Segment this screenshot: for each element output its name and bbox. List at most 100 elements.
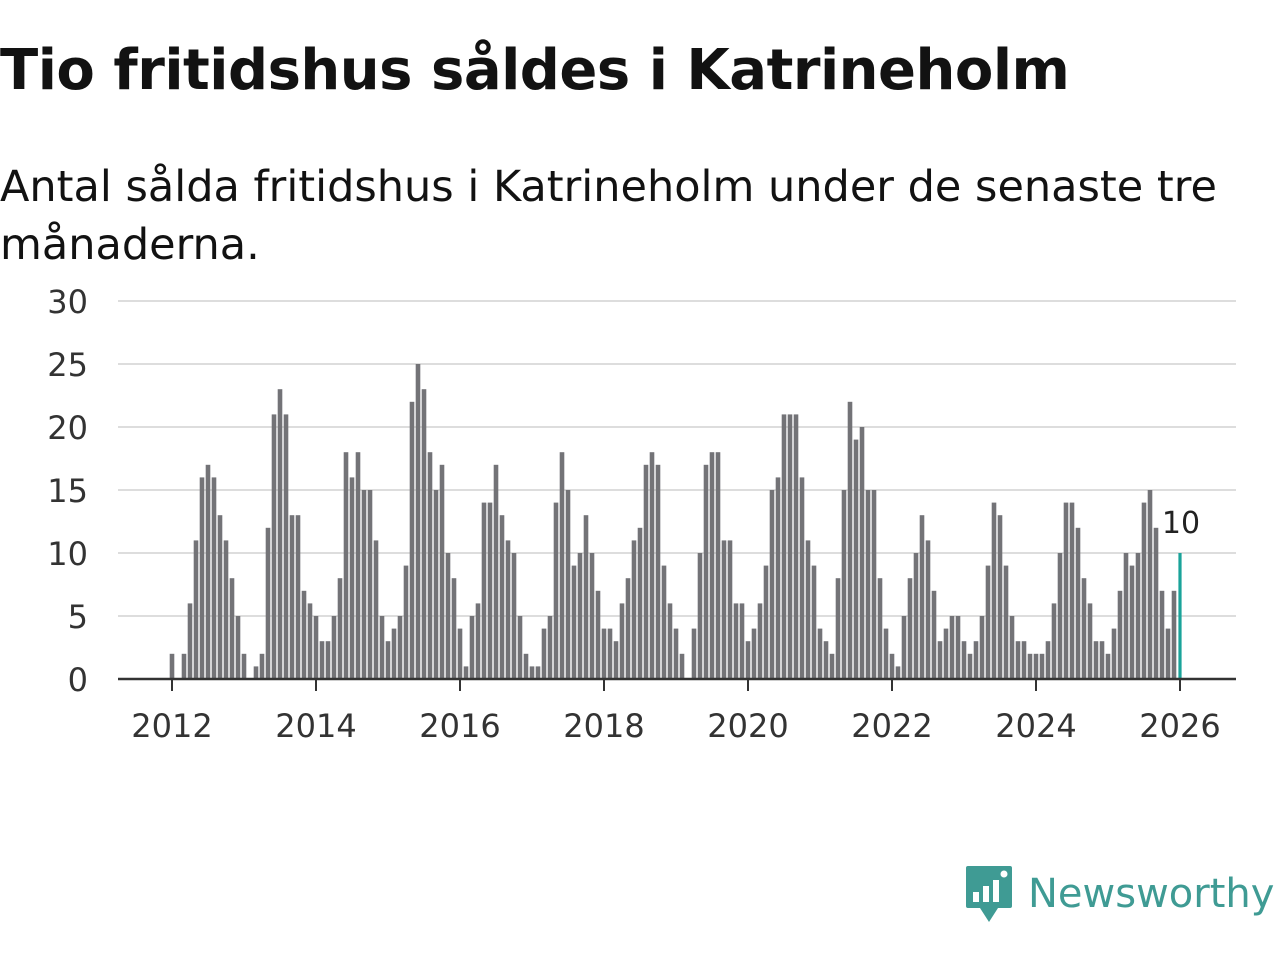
bar bbox=[883, 628, 889, 679]
bar bbox=[679, 653, 685, 679]
bar bbox=[565, 490, 571, 679]
bar bbox=[583, 515, 589, 679]
bar bbox=[457, 628, 463, 679]
y-tick-label: 25 bbox=[47, 346, 88, 384]
bar bbox=[223, 540, 229, 679]
bar bbox=[997, 515, 1003, 679]
bar bbox=[319, 641, 325, 679]
y-tick-label: 15 bbox=[47, 472, 88, 510]
bar bbox=[433, 490, 439, 679]
bar bbox=[607, 628, 613, 679]
bar bbox=[1051, 603, 1057, 679]
bar bbox=[619, 603, 625, 679]
bar bbox=[1099, 641, 1105, 679]
bar bbox=[733, 603, 739, 679]
bar bbox=[967, 653, 973, 679]
newsworthy-logo: Newsworthy bbox=[964, 864, 1274, 924]
bar bbox=[397, 616, 403, 679]
bar bbox=[475, 603, 481, 679]
bar bbox=[847, 401, 853, 679]
bar bbox=[1009, 616, 1015, 679]
bar bbox=[379, 616, 385, 679]
bar bbox=[337, 578, 343, 679]
bar bbox=[469, 616, 475, 679]
bar bbox=[649, 452, 655, 679]
bar bbox=[451, 578, 457, 679]
bar bbox=[625, 578, 631, 679]
bar bbox=[1159, 590, 1165, 679]
bar bbox=[343, 452, 349, 679]
bar bbox=[1093, 641, 1099, 679]
bar bbox=[487, 502, 493, 679]
bar bbox=[193, 540, 199, 679]
x-tick-label: 2018 bbox=[563, 707, 644, 745]
bar bbox=[1123, 553, 1129, 679]
bar bbox=[1117, 590, 1123, 679]
bar bbox=[1171, 590, 1177, 679]
y-tick-label: 10 bbox=[47, 535, 88, 573]
bar bbox=[1015, 641, 1021, 679]
bar bbox=[919, 515, 925, 679]
bar bbox=[1057, 553, 1063, 679]
bar bbox=[829, 653, 835, 679]
x-tick-label: 2026 bbox=[1139, 707, 1220, 745]
bar bbox=[661, 565, 667, 679]
bar bbox=[1153, 527, 1159, 679]
bar bbox=[325, 641, 331, 679]
bar bbox=[949, 616, 955, 679]
bar bbox=[811, 565, 817, 679]
bar bbox=[907, 578, 913, 679]
bar bbox=[757, 603, 763, 679]
bar bbox=[1081, 578, 1087, 679]
bar bbox=[763, 565, 769, 679]
bar bbox=[709, 452, 715, 679]
bar bbox=[439, 464, 445, 679]
bar bbox=[313, 616, 319, 679]
bar bbox=[283, 414, 289, 679]
bar bbox=[1003, 565, 1009, 679]
bar bbox=[1111, 628, 1117, 679]
bar bbox=[523, 653, 529, 679]
bar bbox=[1147, 490, 1153, 679]
bar bbox=[823, 641, 829, 679]
bar bbox=[673, 628, 679, 679]
bar bbox=[589, 553, 595, 679]
bar bbox=[985, 565, 991, 679]
bar bbox=[715, 452, 721, 679]
newsworthy-chart-bubble-icon bbox=[966, 866, 1012, 922]
bar bbox=[691, 628, 697, 679]
x-tick-label: 2024 bbox=[995, 707, 1076, 745]
bar bbox=[787, 414, 793, 679]
bar bbox=[943, 628, 949, 679]
bar bbox=[517, 616, 523, 679]
bar bbox=[637, 527, 643, 679]
gridlines bbox=[118, 300, 1236, 617]
bar bbox=[217, 515, 223, 679]
bar bbox=[745, 641, 751, 679]
chart-subtitle: Antal sålda fritidshus i Katrineholm und… bbox=[0, 162, 1217, 270]
bar bbox=[421, 389, 427, 679]
bar-chart: 0 5 10 15 20 25 30 2012 2014 2016 2018 2020 2022 202… bbox=[47, 283, 1236, 745]
bar bbox=[499, 515, 505, 679]
y-axis-ticks: 0 5 10 15 20 25 30 bbox=[47, 283, 88, 699]
bar bbox=[355, 452, 361, 679]
bar bbox=[955, 616, 961, 679]
x-tick-label: 2016 bbox=[419, 707, 500, 745]
bar-highlight bbox=[1178, 553, 1182, 679]
bar bbox=[841, 490, 847, 679]
bar bbox=[901, 616, 907, 679]
bar bbox=[307, 603, 313, 679]
bar bbox=[739, 603, 745, 679]
bar bbox=[259, 653, 265, 679]
bar bbox=[601, 628, 607, 679]
bar bbox=[1063, 502, 1069, 679]
bar bbox=[1165, 628, 1171, 679]
bar bbox=[991, 502, 997, 679]
bar bbox=[751, 628, 757, 679]
y-tick-label: 30 bbox=[47, 283, 88, 321]
bar bbox=[571, 565, 577, 679]
bar bbox=[613, 641, 619, 679]
bar bbox=[961, 641, 967, 679]
bar bbox=[853, 439, 859, 679]
bar bbox=[211, 477, 217, 679]
